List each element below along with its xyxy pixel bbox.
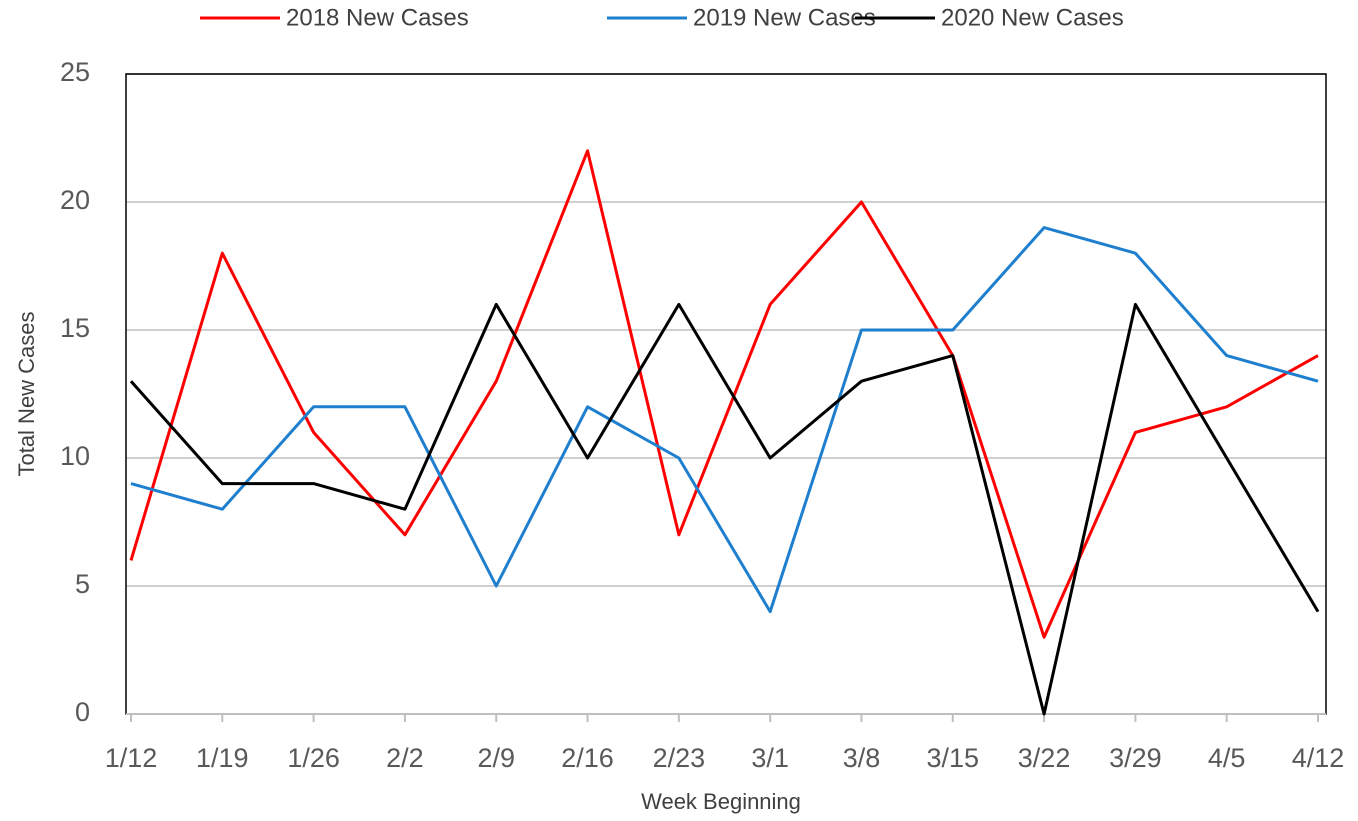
legend-label: 2018 New Cases — [286, 4, 469, 31]
y-axis-title: Total New Cases — [14, 311, 39, 476]
series-line — [129, 149, 1319, 639]
x-tick-label: 4/12 — [1292, 743, 1345, 773]
x-tick-label: 1/19 — [196, 743, 249, 773]
x-tick-label: 2/9 — [477, 743, 515, 773]
y-tick-label: 15 — [60, 313, 90, 343]
x-tick-label: 3/22 — [1018, 743, 1071, 773]
y-tick-label: 25 — [60, 57, 90, 87]
y-tick-label: 10 — [60, 441, 90, 471]
x-tick-label: 3/8 — [843, 743, 881, 773]
series-line — [129, 302, 1320, 716]
series-line — [130, 226, 1319, 614]
x-tick-label: 1/26 — [287, 743, 340, 773]
x-tick-label: 2/16 — [561, 743, 614, 773]
plot-border — [125, 73, 1327, 715]
x-tick-label: 2/23 — [653, 743, 706, 773]
x-tick-label: 1/12 — [105, 743, 158, 773]
x-tick-label: 2/2 — [386, 743, 424, 773]
x-axis-title: Week Beginning — [641, 789, 801, 814]
x-tick-label: 3/29 — [1109, 743, 1162, 773]
legend-label: 2020 New Cases — [941, 4, 1124, 31]
x-tick-label: 3/15 — [926, 743, 979, 773]
y-tick-label: 5 — [75, 569, 90, 599]
legend-label: 2019 New Cases — [693, 4, 876, 31]
y-tick-label: 20 — [60, 185, 90, 215]
y-tick-label: 0 — [75, 697, 90, 727]
x-tick-label: 3/1 — [751, 743, 789, 773]
x-tick-label: 4/5 — [1208, 743, 1246, 773]
